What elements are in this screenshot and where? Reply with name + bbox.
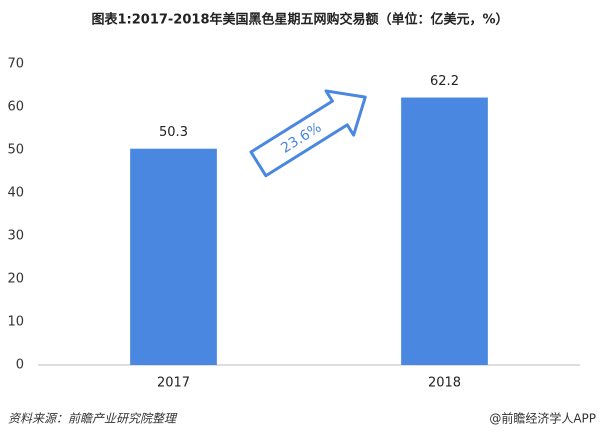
y-tick-label: 70 [7,57,24,72]
y-tick-label: 0 [16,358,24,373]
arrow-shape [249,89,367,178]
x-tick-label: 2017 [157,376,190,391]
data-label: 50.3 [159,125,188,140]
y-tick-label: 50 [7,143,24,158]
y-tick-label: 30 [7,229,24,244]
bar [130,148,217,365]
y-tick-label: 20 [7,272,24,287]
y-tick-label: 60 [7,100,24,115]
credit: @前瞻经济学人APP [489,411,596,426]
y-tick-label: 40 [7,186,24,201]
data-label: 62.2 [430,74,459,89]
source: 资料来源：前瞻产业研究院整理 [8,412,178,426]
y-tick-label: 10 [7,315,24,330]
bar [401,97,488,365]
growth-arrow: 23.6% [249,89,367,178]
chart-title: 图表1:2017-2018年美国黑色星期五网购交易额（单位：亿美元，%） [91,12,508,28]
x-tick-label: 2018 [428,376,461,391]
